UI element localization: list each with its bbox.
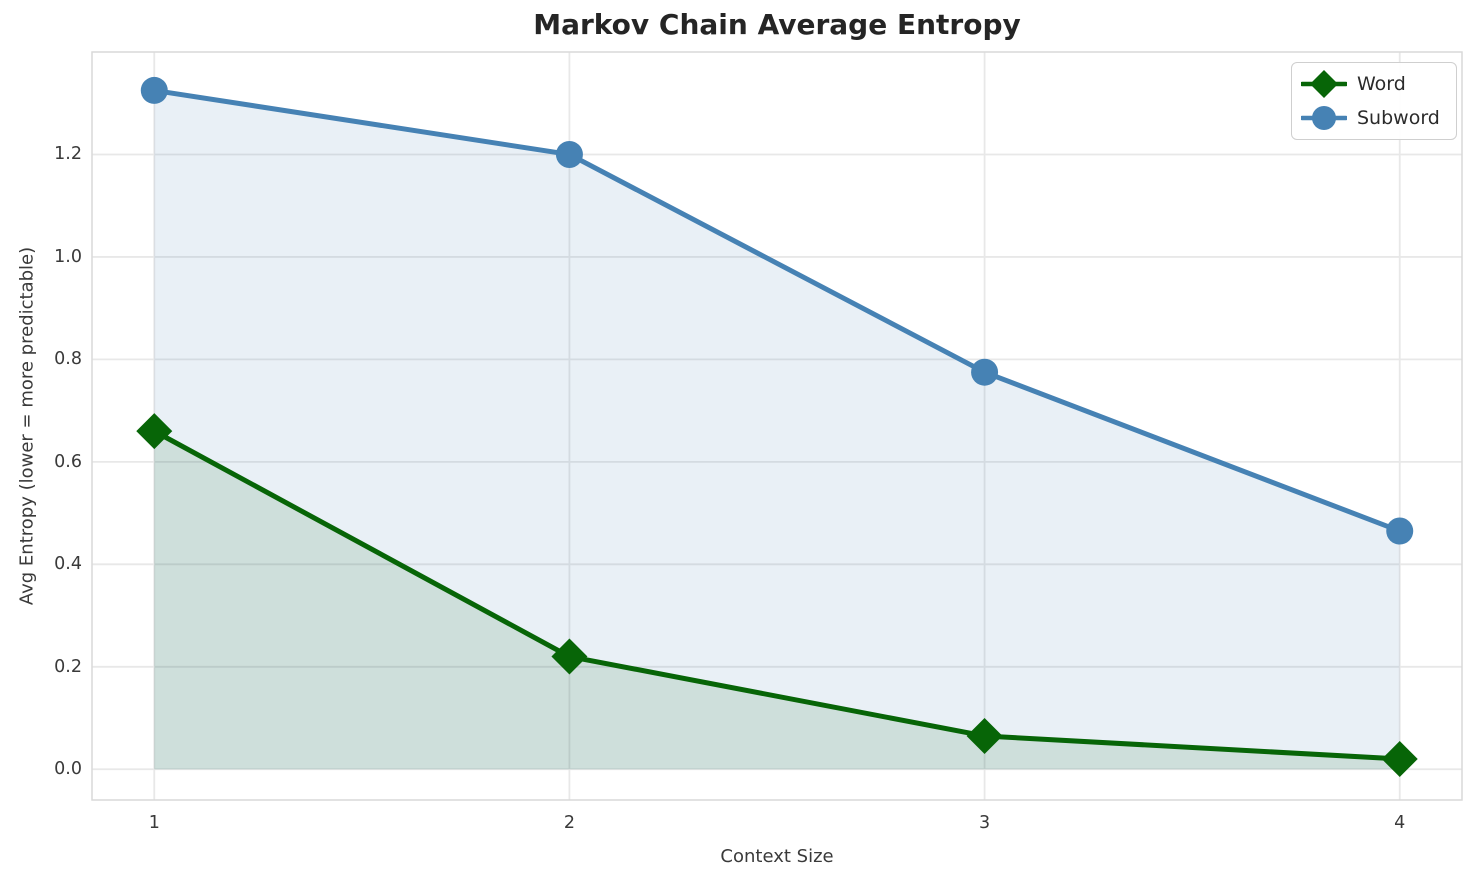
word-line	[151, 428, 1403, 762]
subword-marker-4	[1386, 517, 1414, 545]
x-tick-label: 2	[563, 813, 575, 833]
x-tick-label: 1	[148, 813, 160, 833]
word-marker-4	[1381, 741, 1418, 778]
x-axis-label: Context Size	[720, 846, 834, 867]
y-tick-label: 0.4	[54, 554, 82, 575]
y-tick-label: 0.8	[54, 349, 82, 370]
y-tick-label: 1.2	[54, 144, 82, 165]
y-tick-label: 1.0	[54, 246, 82, 267]
subword-area-fill	[154, 90, 1400, 770]
chart-title: Markov Chain Average Entropy	[533, 8, 1021, 41]
y-tick-label: 0.6	[54, 451, 82, 472]
x-tick-label: 4	[1394, 813, 1406, 833]
y-tick-label: 0.2	[54, 656, 82, 677]
legend-word-marker-icon	[1301, 70, 1347, 98]
legend: Word Subword	[1291, 62, 1457, 140]
legend-label: Word	[1357, 73, 1406, 95]
legend-item-word: Word	[1301, 68, 1440, 100]
subword-marker-1	[140, 76, 168, 104]
legend-subword-marker-icon	[1301, 106, 1347, 130]
legend-item-subword: Subword	[1301, 102, 1440, 134]
legend-label: Subword	[1357, 107, 1440, 129]
word-marker-3	[966, 717, 1003, 754]
subword-marker-2	[555, 140, 583, 168]
x-tick-label: 3	[978, 813, 991, 833]
axes-frame	[91, 51, 1463, 801]
word-marker-2	[551, 638, 588, 675]
word-area-fill	[154, 431, 1400, 770]
y-tick-label: 0.0	[54, 759, 82, 780]
subword-marker-3	[971, 358, 999, 386]
subword-line	[151, 87, 1403, 534]
word-marker-1	[136, 413, 173, 450]
